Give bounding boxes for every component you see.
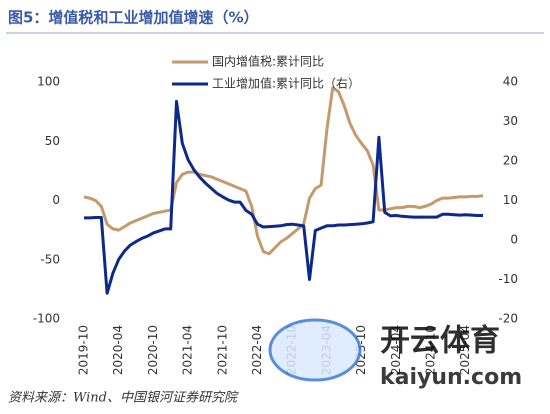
y-tick-label: 50: [45, 134, 60, 148]
x-tick-label: 2019-10: [77, 325, 91, 375]
x-tick-label: 2021-10: [215, 325, 229, 375]
y2-tick-label: 10: [503, 193, 518, 207]
series-line: [83, 86, 484, 256]
x-tick-label: 2021-04: [181, 325, 195, 375]
watermark-logo: [268, 318, 362, 382]
y2-tick-label: 20: [503, 154, 518, 168]
watermark-text: 开云体育: [380, 324, 500, 359]
chart-title: 图5：增值税和工业增加值增速（%）: [8, 9, 258, 27]
y2-tick-label: 40: [503, 75, 518, 89]
y2-tick-label: -20: [498, 312, 518, 326]
y-tick-label: -100: [33, 312, 60, 326]
legend-label: 国内增值税:累计同比: [212, 54, 324, 69]
y2-tick-label: -10: [498, 272, 518, 286]
y-tick-label: 100: [37, 75, 60, 89]
y-tick-label: -50: [40, 252, 60, 266]
x-tick-label: 2020-10: [146, 325, 160, 375]
y-tick-label: 0: [52, 193, 60, 207]
source-note: 资料来源：Wind、中国银河证券研究院: [8, 390, 239, 406]
series-line: [84, 99, 483, 295]
legend-label: 工业增加值:累计同比（右）: [212, 76, 360, 91]
x-tick-label: 2024-04: [389, 325, 403, 375]
watermark-url: kaiyun.com: [380, 365, 522, 390]
x-tick-label: 2020-04: [111, 325, 125, 375]
y2-tick-label: 30: [503, 114, 518, 128]
y2-tick-label: 0: [510, 233, 518, 247]
watermark: 开云体育 kaiyun.com: [268, 318, 522, 390]
x-tick-label: 2022-04: [250, 325, 264, 375]
x-tick-label: 2025-04: [458, 325, 472, 375]
x-tick-label: 2024-10: [423, 325, 437, 375]
